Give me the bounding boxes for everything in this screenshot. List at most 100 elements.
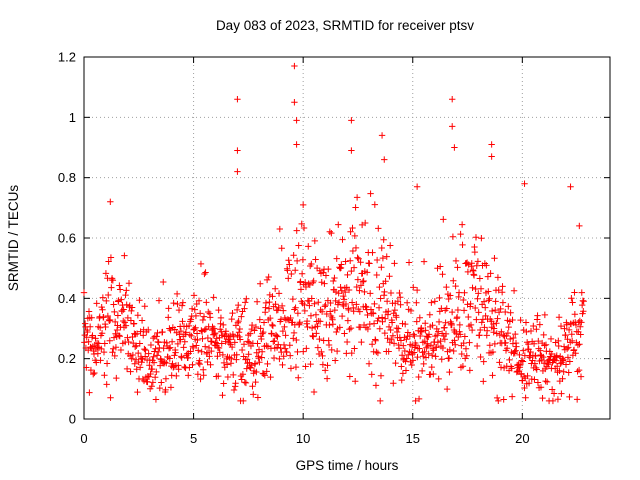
data-point <box>464 268 472 276</box>
x-tick-label: 15 <box>406 431 420 446</box>
data-point <box>211 330 218 338</box>
data-point <box>352 244 360 252</box>
y-tick-label: 0.4 <box>58 291 76 306</box>
data-point <box>539 394 546 402</box>
data-point <box>568 337 576 345</box>
data-point <box>138 359 145 366</box>
data-point <box>375 315 382 322</box>
data-point <box>490 320 497 328</box>
y-tick-label: 1.2 <box>58 50 76 65</box>
data-point <box>163 359 170 367</box>
data-point <box>400 342 407 349</box>
data-point <box>534 379 542 386</box>
data-point <box>461 289 468 296</box>
data-point <box>518 357 525 364</box>
data-point <box>353 194 361 201</box>
data-point <box>351 345 358 352</box>
data-point <box>530 340 538 347</box>
data-point <box>284 267 291 274</box>
data-point <box>293 257 301 265</box>
data-point <box>547 335 555 343</box>
data-point <box>300 348 307 355</box>
data-point <box>489 372 496 379</box>
data-point <box>256 358 263 366</box>
data-point <box>467 321 475 329</box>
data-point <box>258 348 266 355</box>
data-point <box>88 314 95 321</box>
data-point <box>577 331 584 338</box>
data-point <box>326 308 334 315</box>
data-point <box>462 345 470 352</box>
data-point <box>563 321 570 328</box>
data-point <box>251 327 258 334</box>
data-point <box>550 390 558 397</box>
data-point <box>277 344 284 352</box>
data-point <box>215 372 222 380</box>
data-point <box>499 283 506 290</box>
data-point <box>193 330 201 337</box>
data-point <box>280 341 288 349</box>
x-tick-labels: 0 5 10 15 20 <box>80 431 529 446</box>
data-point <box>194 371 202 378</box>
data-point <box>565 369 572 376</box>
data-point <box>373 271 380 279</box>
data-point <box>305 243 312 250</box>
data-point <box>348 147 355 154</box>
data-point <box>414 353 421 361</box>
data-point <box>420 353 427 360</box>
data-point <box>224 373 232 381</box>
data-point <box>519 358 527 365</box>
data-point <box>496 359 503 366</box>
data-point <box>155 348 162 356</box>
data-point <box>210 325 218 332</box>
data-point <box>312 311 320 319</box>
data-point <box>488 141 495 148</box>
data-point <box>517 316 524 324</box>
data-point <box>116 286 124 293</box>
data-point <box>294 310 302 317</box>
data-point <box>568 331 575 338</box>
data-point <box>339 236 346 243</box>
data-point <box>333 347 341 355</box>
data-point <box>460 296 467 304</box>
data-point <box>439 271 446 278</box>
data-point <box>240 341 248 348</box>
data-point <box>474 295 481 302</box>
data-point <box>512 347 519 354</box>
data-point <box>302 363 309 370</box>
data-point <box>578 301 586 309</box>
data-point <box>279 361 286 369</box>
data-point <box>134 312 142 319</box>
data-point <box>403 299 411 306</box>
data-point <box>211 329 219 337</box>
data-point <box>527 348 534 356</box>
data-point <box>363 269 371 276</box>
data-point <box>348 117 355 124</box>
chart-title: Day 083 of 2023, SRMTID for receiver pts… <box>216 18 474 33</box>
data-point <box>238 313 245 320</box>
data-point <box>106 317 113 324</box>
data-point <box>320 269 327 276</box>
data-point <box>111 352 118 360</box>
data-point <box>96 313 103 320</box>
data-point <box>297 278 304 285</box>
data-point <box>378 244 385 252</box>
data-point <box>296 319 304 326</box>
data-point <box>93 359 100 366</box>
data-point <box>454 264 461 271</box>
data-point <box>448 321 455 329</box>
data-point <box>182 329 190 336</box>
x-tick-label: 5 <box>190 431 197 446</box>
data-point <box>570 346 578 354</box>
data-point <box>492 298 499 305</box>
data-point <box>90 370 97 378</box>
data-point <box>263 342 270 349</box>
data-point <box>241 378 248 386</box>
data-point <box>507 335 514 343</box>
data-point <box>477 285 485 292</box>
data-point <box>203 349 211 356</box>
data-point <box>234 147 241 154</box>
data-point <box>395 345 403 352</box>
data-point <box>263 368 270 375</box>
data-point <box>106 337 113 344</box>
